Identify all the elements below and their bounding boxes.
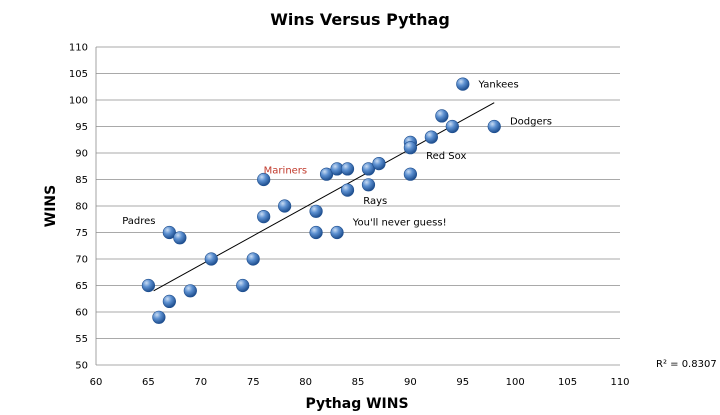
data-point: [162, 225, 176, 240]
point-annotation: Mariners: [264, 165, 307, 176]
data-point: [257, 210, 271, 224]
data-point: [330, 225, 344, 240]
x-tick-label: 85: [352, 377, 365, 388]
x-tick-label: 75: [247, 377, 260, 388]
x-tick-label: 60: [90, 377, 103, 388]
data-point: [372, 157, 386, 171]
data-point: [340, 162, 355, 176]
y-axis-title: WINS: [43, 185, 59, 227]
point-annotation: You'll never guess!: [352, 217, 447, 228]
data-points: [141, 77, 501, 324]
x-tick-label: 110: [610, 377, 629, 388]
x-tick-label: 105: [558, 377, 577, 388]
y-tick-label: 95: [75, 122, 88, 133]
grid-lines: [95, 46, 620, 366]
y-tick-label: 85: [75, 175, 88, 186]
data-point: [403, 167, 418, 181]
y-tick-label: 55: [75, 334, 88, 345]
r-squared-label: R² = 0.8307: [656, 359, 717, 370]
point-annotation: Padres: [122, 216, 155, 227]
y-tick-label: 80: [75, 202, 88, 213]
x-tick-label: 95: [456, 377, 469, 388]
y-tick-labels: 50 55 60 65 70 75 80 85 90 95 100 105 110: [69, 43, 88, 372]
data-point: [141, 278, 155, 293]
data-point: [204, 252, 218, 266]
data-point: [309, 225, 323, 240]
data-point: [183, 284, 197, 298]
data-point: [246, 252, 260, 266]
x-axis-title: Pythag WINS: [305, 396, 408, 412]
point-annotations: Yankees Dodgers Red Sox Mariners Rays You'll …: [122, 80, 552, 229]
y-tick-label: 65: [75, 281, 88, 292]
point-annotation: Rays: [363, 196, 387, 207]
data-point: [361, 178, 376, 192]
y-tick-label: 100: [69, 96, 88, 107]
point-annotation: Yankees: [478, 80, 519, 91]
data-point: [435, 109, 449, 123]
y-tick-label: 50: [75, 361, 88, 372]
data-point: [173, 231, 187, 245]
x-tick-label: 100: [506, 377, 525, 388]
y-tick-label: 110: [69, 43, 88, 54]
data-point: [424, 130, 438, 144]
x-tick-label: 90: [404, 377, 417, 388]
y-tick-label: 90: [75, 149, 88, 160]
data-point: [403, 141, 418, 155]
x-tick-label: 80: [299, 377, 312, 388]
data-point: [340, 183, 355, 197]
data-point: [487, 119, 501, 134]
y-tick-label: 75: [75, 228, 88, 239]
point-annotation: Red Sox: [426, 151, 466, 162]
data-point: [236, 278, 250, 293]
x-tick-labels: 60 65 70 75 80 85 90 95 100 105 110: [90, 377, 630, 388]
trendline: [153, 102, 495, 292]
y-tick-label: 60: [75, 308, 88, 319]
data-point: [162, 294, 176, 309]
data-point: [309, 204, 323, 218]
data-point: [456, 77, 470, 91]
data-point: [319, 167, 334, 181]
chart-title: Wins Versus Pythag: [270, 10, 450, 29]
data-point: [152, 310, 166, 324]
x-tick-label: 70: [194, 377, 207, 388]
point-annotation: Dodgers: [510, 117, 552, 128]
data-point: [257, 172, 271, 187]
data-point: [445, 119, 459, 134]
data-point: [278, 199, 292, 213]
y-tick-label: 70: [75, 255, 88, 266]
data-point: [361, 162, 376, 176]
x-tick-label: 65: [142, 377, 155, 388]
y-tick-label: 105: [69, 69, 88, 80]
